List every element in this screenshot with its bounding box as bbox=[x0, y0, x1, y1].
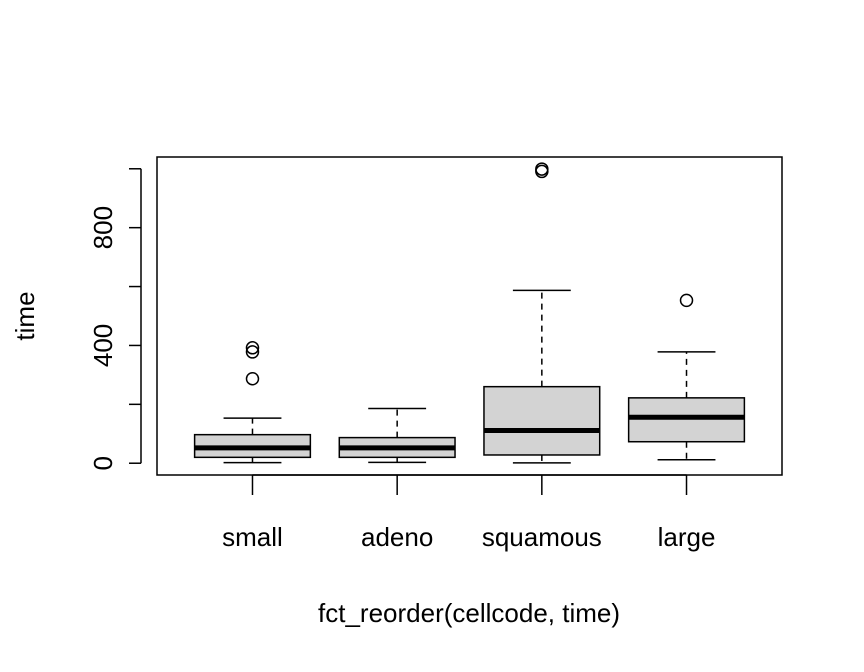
outlier-point bbox=[679, 293, 694, 308]
outlier-point bbox=[535, 162, 549, 176]
y-tick-label: 800 bbox=[88, 206, 118, 249]
outlier-point bbox=[245, 345, 260, 359]
x-axis-label: fct_reorder(cellcode, time) bbox=[318, 598, 620, 628]
x-tick-label: squamous bbox=[482, 522, 602, 552]
box-adeno bbox=[338, 407, 456, 464]
y-axis: 0 400 800 bbox=[88, 168, 142, 470]
box-squamous bbox=[483, 162, 601, 464]
y-axis-label: time bbox=[10, 291, 40, 340]
box-large bbox=[627, 293, 746, 461]
outlier-point bbox=[245, 371, 260, 386]
x-tick-label: large bbox=[658, 522, 716, 552]
x-tick-label: small bbox=[222, 522, 283, 552]
box-iqr bbox=[483, 385, 601, 456]
x-axis: small adeno squamous large bbox=[222, 474, 716, 552]
box-small bbox=[193, 341, 312, 464]
y-tick-label: 0 bbox=[88, 456, 118, 470]
boxes-layer bbox=[193, 162, 746, 464]
outlier-point bbox=[245, 341, 260, 355]
box-iqr bbox=[627, 397, 746, 443]
x-tick-label: adeno bbox=[361, 522, 433, 552]
y-tick-label: 400 bbox=[88, 324, 118, 367]
